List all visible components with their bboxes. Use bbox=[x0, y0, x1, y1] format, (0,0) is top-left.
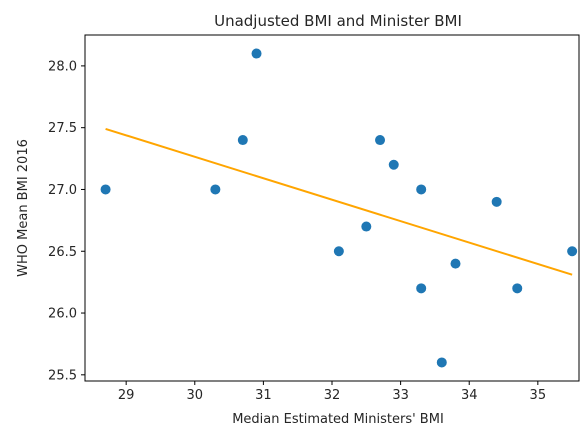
x-tick-label: 31 bbox=[255, 388, 272, 403]
x-tick-label: 34 bbox=[461, 388, 478, 403]
y-tick-label: 27.0 bbox=[48, 183, 77, 198]
scatter-point bbox=[436, 357, 447, 368]
y-axis: 25.5 26.0 26.5 27.0 27.5 28.0 bbox=[48, 59, 85, 383]
x-tick-label: 29 bbox=[118, 388, 135, 403]
y-tick-label: 25.5 bbox=[48, 368, 77, 383]
y-tick-label: 27.5 bbox=[48, 121, 77, 136]
scatter-point bbox=[450, 258, 461, 269]
x-tick-label: 35 bbox=[530, 388, 547, 403]
plot-frame bbox=[84, 34, 580, 382]
y-tick-label: 26.0 bbox=[48, 307, 77, 322]
series-layer bbox=[100, 48, 578, 368]
y-axis-title: WHO Mean BMI 2016 bbox=[16, 139, 31, 277]
trend-line bbox=[105, 127, 573, 276]
scatter-point bbox=[333, 246, 344, 257]
scatter-point bbox=[237, 135, 248, 146]
scatter-point bbox=[567, 246, 578, 257]
scatter-point bbox=[416, 283, 427, 294]
x-tick-label: 30 bbox=[187, 388, 204, 403]
scatter-point bbox=[361, 221, 372, 232]
x-axis-title: Median Estimated Ministers' BMI bbox=[232, 412, 444, 427]
y-tick-label: 28.0 bbox=[48, 59, 77, 74]
x-axis: 29 30 31 32 33 34 35 bbox=[118, 381, 546, 403]
scatter-point bbox=[251, 48, 262, 59]
scatter-point bbox=[100, 184, 111, 195]
chart-title: Unadjusted BMI and Minister BMI bbox=[214, 12, 462, 30]
scatter-point bbox=[491, 196, 502, 207]
y-tick-label: 26.5 bbox=[48, 245, 77, 260]
scatter-point bbox=[512, 283, 523, 294]
scatter-point bbox=[388, 159, 399, 170]
scatter-point bbox=[210, 184, 221, 195]
x-tick-label: 33 bbox=[392, 388, 409, 403]
scatter-point bbox=[375, 135, 386, 146]
x-tick-label: 32 bbox=[324, 388, 341, 403]
scatter-point bbox=[416, 184, 427, 195]
